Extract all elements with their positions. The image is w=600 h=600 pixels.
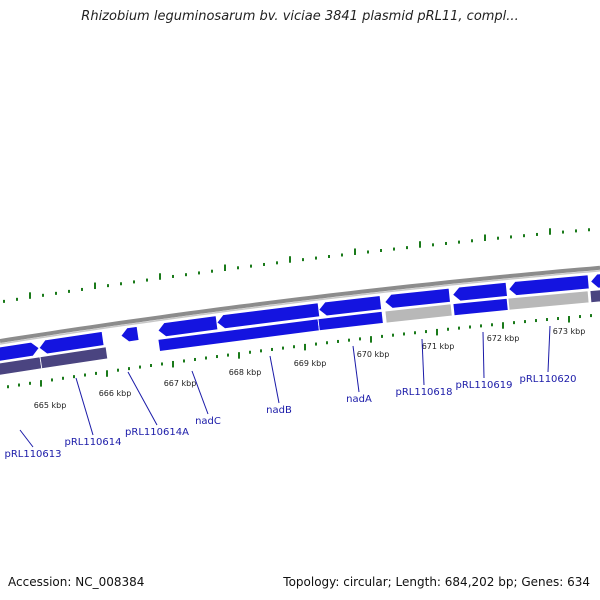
ruler-label: 668 kbp <box>229 368 262 377</box>
gene-arrow <box>590 273 600 289</box>
gene-label[interactable]: pRL110614A <box>125 427 189 438</box>
gene-label-leader <box>421 338 425 386</box>
ruler-label: 672 kbp <box>487 334 520 343</box>
gene-label-leader <box>75 377 94 436</box>
gene-bar <box>317 310 384 332</box>
gene-label-leader <box>269 355 280 404</box>
gene-label[interactable]: pRL110619 <box>455 380 512 391</box>
outer-tick-ring <box>3 228 590 303</box>
gene-arrow <box>120 326 140 343</box>
accession-text: Accession: NC_008384 <box>8 575 145 589</box>
ruler-label: 671 kbp <box>422 342 455 351</box>
gene-arrow <box>508 274 590 296</box>
gene-arrow <box>384 287 451 309</box>
ruler-label: 665 kbp <box>34 401 67 410</box>
ruler-label: 667 kbp <box>164 379 197 388</box>
ruler-label: 673 kbp <box>553 327 586 336</box>
ruler-label: 666 kbp <box>99 389 132 398</box>
gene-arrow <box>38 331 105 355</box>
gene-label-leader <box>547 325 551 373</box>
gene-label[interactable]: pRL110614 <box>64 437 121 448</box>
ruler-label: 670 kbp <box>357 350 390 359</box>
gene-bar <box>384 303 453 324</box>
gene-label-leader <box>127 371 158 426</box>
ruler-labels: 665 kbp 666 kbp 667 kbp 668 kbp 669 kbp 670 k… <box>34 327 586 410</box>
gene-label[interactable]: nadC <box>195 416 221 427</box>
gene-bar <box>589 289 600 304</box>
map-title: Rhizobium leguminosarum bv. viciae 3841 … <box>81 9 519 24</box>
ruler-label: 669 kbp <box>294 359 327 368</box>
gene-arrow <box>452 281 508 302</box>
gene-label-leader <box>191 370 209 415</box>
gene-arrow <box>318 295 383 317</box>
gene-bar <box>507 290 590 311</box>
gene-bar <box>452 297 509 317</box>
gene-label[interactable]: nadB <box>266 405 292 416</box>
gene-label-leader <box>352 345 360 393</box>
gene-arrow <box>0 341 40 362</box>
gene-bar <box>39 346 109 370</box>
ruler-tick-ring <box>7 314 592 389</box>
gene-label[interactable]: nadA <box>346 394 372 405</box>
gene-label[interactable]: pRL110620 <box>519 374 576 385</box>
gene-label[interactable]: pRL110613 <box>4 449 61 460</box>
gene-label-leader <box>19 429 34 448</box>
backbone-highlight <box>0 270 600 345</box>
backbone-line <box>0 265 600 343</box>
topology-text: Topology: circular; Length: 684,202 bp; … <box>283 575 590 589</box>
gene-label[interactable]: pRL110618 <box>395 387 452 398</box>
backbone-ring <box>0 265 600 345</box>
gene-track <box>0 273 600 376</box>
gene-label-leader <box>482 331 485 379</box>
